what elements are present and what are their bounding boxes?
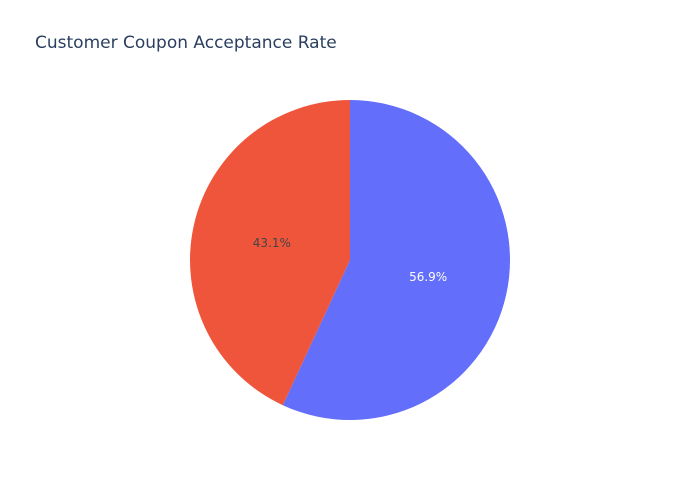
- pie-slices: [189, 100, 510, 420]
- pie-slice-label-1: 43.1%: [253, 236, 291, 250]
- chart-title: Customer Coupon Acceptance Rate: [35, 33, 337, 53]
- pie-slice-1: [189, 100, 350, 406]
- pie-slice-0: [282, 100, 510, 420]
- pie-slice-label-0: 56.9%: [409, 270, 447, 284]
- pie-labels: 56.9% 43.1%: [253, 236, 447, 284]
